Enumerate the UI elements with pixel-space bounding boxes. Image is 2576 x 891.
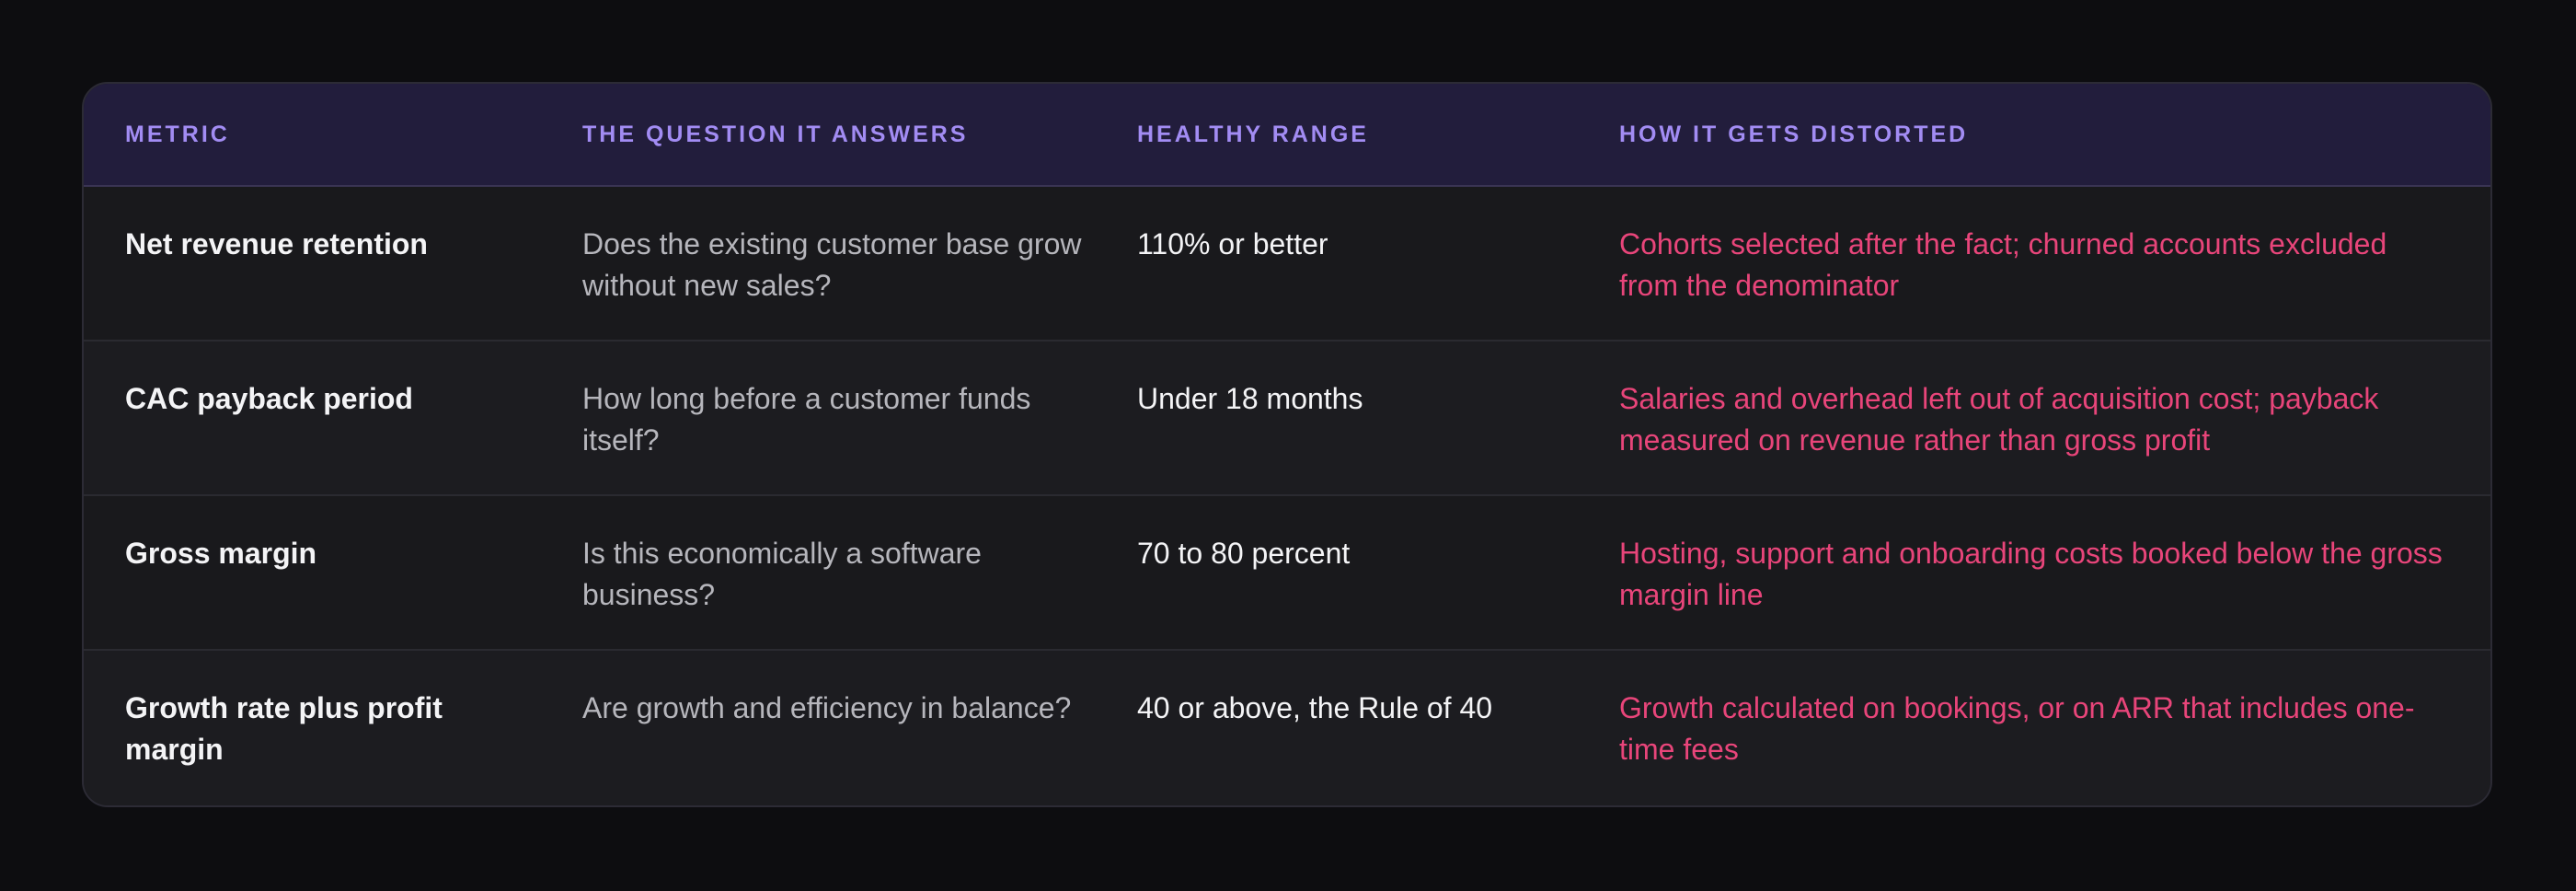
distortion-cell: Growth calculated on bookings, or on ARR…	[1619, 691, 2415, 766]
question-cell: Does the existing customer base grow wit…	[582, 227, 1082, 302]
metric-cell: Gross margin	[125, 537, 317, 570]
healthy-range-cell: 40 or above, the Rule of 40	[1137, 691, 1493, 724]
table-row: Gross margin Is this economically a soft…	[84, 496, 2490, 651]
question-cell: Is this economically a software business…	[582, 537, 982, 611]
distortion-cell: Salaries and overhead left out of acquis…	[1619, 382, 2379, 457]
table-row: Growth rate plus profit margin Are growt…	[84, 651, 2490, 805]
distortion-cell: Cohorts selected after the fact; churned…	[1619, 227, 2387, 302]
metric-cell: Growth rate plus profit margin	[125, 691, 443, 766]
question-cell: How long before a customer funds itself?	[582, 382, 1031, 457]
metric-cell: CAC payback period	[125, 382, 413, 415]
metric-cell: Net revenue retention	[125, 227, 428, 260]
healthy-range-cell: Under 18 months	[1137, 382, 1363, 415]
healthy-range-cell: 70 to 80 percent	[1137, 537, 1351, 570]
question-cell: Are growth and efficiency in balance?	[582, 691, 1072, 724]
table-row: CAC payback period How long before a cus…	[84, 341, 2490, 496]
table-row: Net revenue retention Does the existing …	[84, 187, 2490, 341]
distortion-cell: Hosting, support and onboarding costs bo…	[1619, 537, 2443, 611]
header-distortion: HOW IT GETS DISTORTED	[1619, 122, 1969, 147]
header-question: THE QUESTION IT ANSWERS	[582, 122, 969, 147]
header-healthy-range: HEALTHY RANGE	[1137, 122, 1369, 147]
metrics-table: METRIC THE QUESTION IT ANSWERS HEALTHY R…	[82, 82, 2492, 807]
table-header-row: METRIC THE QUESTION IT ANSWERS HEALTHY R…	[84, 84, 2490, 187]
healthy-range-cell: 110% or better	[1137, 227, 1328, 260]
header-metric: METRIC	[125, 122, 230, 147]
